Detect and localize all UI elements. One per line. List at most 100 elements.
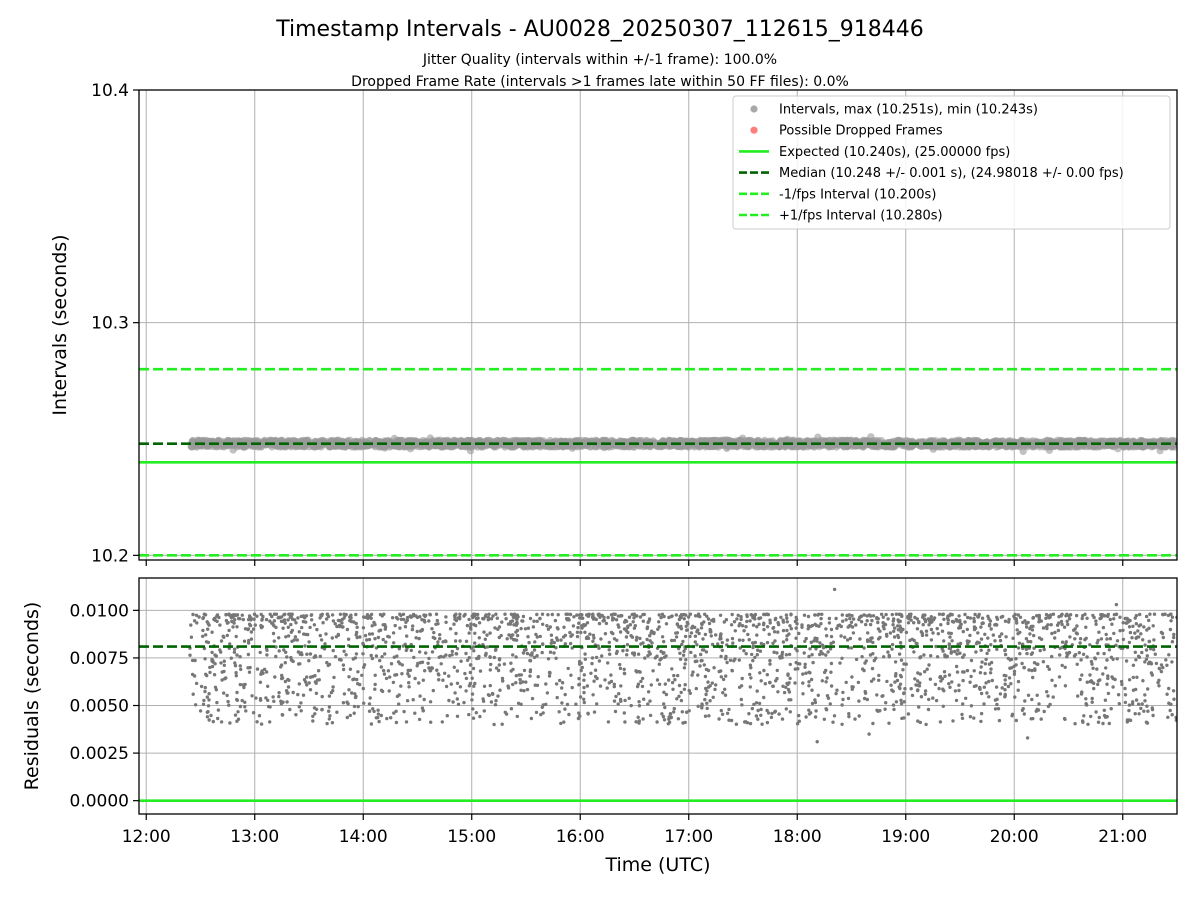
residual-point: [545, 624, 549, 628]
residual-point: [348, 713, 352, 718]
residual-point: [1131, 688, 1136, 692]
residual-point: [684, 710, 689, 714]
residual-point: [1109, 707, 1113, 711]
residual-point: [1121, 637, 1126, 642]
residual-point: [1078, 677, 1082, 682]
residual-point: [771, 626, 775, 630]
residual-point: [1037, 702, 1041, 706]
residual-point: [607, 681, 611, 685]
residual-point: [856, 680, 861, 685]
residual-point: [283, 621, 287, 625]
residual-point: [307, 659, 311, 663]
residual-point: [235, 613, 240, 617]
residual-point: [679, 698, 684, 703]
residual-point: [751, 614, 756, 618]
residual-point: [373, 637, 377, 641]
residual-point: [199, 684, 204, 689]
residual-point: [636, 652, 641, 656]
residual-point: [699, 652, 703, 657]
residual-point: [1143, 699, 1147, 703]
residual-point: [609, 673, 613, 677]
residual-point: [857, 699, 861, 703]
residual-point: [688, 612, 693, 616]
residual-point: [1076, 694, 1080, 698]
residual-point: [853, 717, 857, 721]
residual-point: [843, 635, 847, 639]
residual-point: [236, 710, 240, 714]
residual-point: [1035, 693, 1039, 697]
residual-point: [249, 637, 254, 641]
residual-point: [663, 705, 667, 710]
residual-point: [522, 668, 527, 673]
residual-point: [395, 694, 400, 699]
residual-point: [473, 612, 477, 616]
residual-point: [759, 707, 763, 712]
residual-point: [702, 648, 706, 652]
residual-point: [530, 696, 535, 701]
residual-point: [550, 612, 554, 617]
residual-point: [720, 712, 725, 716]
residual-point: [456, 702, 461, 706]
residual-point: [582, 697, 586, 701]
residual-point: [242, 685, 246, 690]
residual-point: [519, 626, 523, 631]
residual-point: [808, 647, 812, 651]
residual-point: [850, 675, 854, 679]
residual-point: [953, 649, 957, 654]
residual-point: [548, 650, 553, 654]
residual-point: [703, 714, 708, 718]
residual-point: [976, 631, 980, 635]
residual-point: [677, 694, 681, 698]
residual-point: [465, 623, 470, 628]
residual-point: [640, 684, 645, 689]
residual-point: [546, 613, 550, 617]
residual-point: [718, 613, 723, 617]
residual-point: [444, 615, 448, 619]
residual-point: [320, 708, 324, 712]
residual-point: [1111, 685, 1115, 689]
residual-point: [259, 623, 263, 628]
residual-point: [550, 638, 554, 642]
residual-point: [583, 630, 587, 634]
residual-point: [467, 684, 472, 688]
residual-point: [1107, 648, 1112, 652]
residual-point: [355, 635, 359, 640]
residual-point: [849, 646, 854, 650]
residual-point: [548, 625, 552, 629]
residual-point: [985, 651, 989, 656]
residual-point: [284, 689, 289, 693]
residual-point: [405, 634, 409, 638]
residual-point: [730, 612, 734, 617]
residual-point: [1030, 668, 1034, 673]
residual-point: [762, 695, 766, 700]
residual-point: [896, 635, 901, 640]
chart-subtitle-jitter: Jitter Quality (intervals within +/-1 fr…: [422, 52, 777, 68]
residual-point: [909, 687, 913, 691]
residual-point: [1121, 621, 1125, 625]
residual-point: [980, 660, 984, 664]
residual-point: [857, 714, 861, 718]
residual-point: [405, 699, 410, 703]
residual-point: [950, 639, 954, 643]
residual-point: [662, 614, 666, 619]
residual-point: [1067, 617, 1072, 621]
residual-point: [1075, 662, 1079, 666]
residual-point: [593, 668, 598, 672]
residual-point: [816, 693, 820, 697]
residual-point: [415, 629, 419, 634]
residual-point: [877, 673, 881, 678]
residual-point: [489, 617, 494, 621]
residual-point: [1012, 672, 1017, 676]
residual-point: [768, 680, 772, 685]
residual-point: [497, 657, 502, 661]
residual-point: [1003, 678, 1007, 682]
residual-point: [257, 714, 262, 718]
residual-point: [819, 622, 823, 626]
residual-point: [289, 630, 293, 634]
residual-point: [684, 624, 688, 628]
residual-point: [985, 691, 989, 695]
residual-point: [1119, 679, 1124, 684]
residual-point: [1101, 625, 1106, 630]
interval-point: [481, 439, 489, 447]
residual-point: [998, 692, 1003, 696]
